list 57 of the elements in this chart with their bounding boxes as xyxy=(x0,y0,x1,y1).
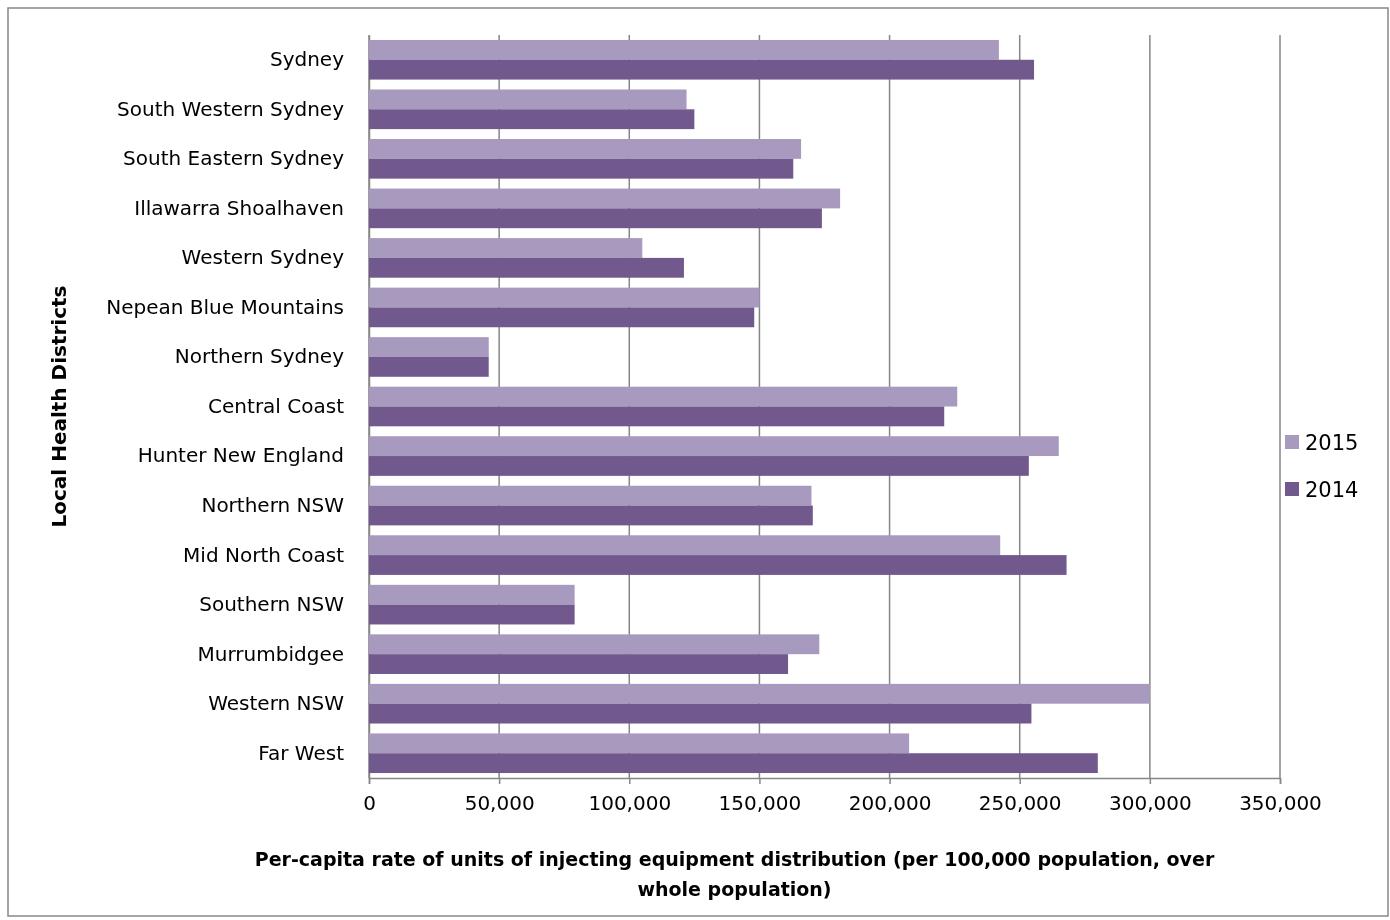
x-tick-label: 50,000 xyxy=(464,791,535,816)
y-tick-label: Far West xyxy=(258,740,345,765)
y-tick-label: Northern NSW xyxy=(201,492,345,517)
y-tick-label: Illawarra Shoalhaven xyxy=(134,195,344,220)
bar xyxy=(369,634,820,655)
bar xyxy=(369,733,910,754)
x-tick-label: 150,000 xyxy=(718,791,802,816)
bar xyxy=(369,535,1001,556)
x-tick-label: 0 xyxy=(363,791,376,816)
bar xyxy=(369,238,643,258)
y-tick-label: South Western Sydney xyxy=(117,96,345,121)
x-tick-label: 350,000 xyxy=(1239,791,1322,816)
bar xyxy=(369,436,1059,457)
y-tick-label: Southern NSW xyxy=(199,592,345,617)
bar xyxy=(369,208,822,229)
y-tick-label: Mid North Coast xyxy=(183,542,345,567)
bar xyxy=(369,555,1067,575)
legend-label: 2014 xyxy=(1305,478,1359,502)
bar xyxy=(369,356,489,377)
bar xyxy=(369,139,802,159)
bar xyxy=(369,307,755,328)
bar xyxy=(369,485,812,506)
bar xyxy=(369,89,687,110)
y-axis-title: Local Health Districts xyxy=(47,285,71,528)
bar xyxy=(369,109,695,130)
bar xyxy=(369,753,1098,774)
y-tick-label: Northern Sydney xyxy=(174,344,345,369)
bar xyxy=(369,505,813,526)
x-axis-title: Per-capita rate of units of injecting equipment distribution (per 100,000 population, over whole population) xyxy=(254,848,1215,900)
y-tick-label: Western NSW xyxy=(208,691,345,716)
bar xyxy=(369,188,841,209)
bar xyxy=(369,59,1035,80)
bar xyxy=(369,158,794,179)
bar xyxy=(369,287,760,308)
bar xyxy=(369,604,575,625)
y-tick-label: Murrumbidgee xyxy=(197,641,344,666)
x-tick-label: 200,000 xyxy=(848,791,932,816)
bar xyxy=(369,386,958,407)
y-tick-label: Sydney xyxy=(269,47,345,72)
bar xyxy=(369,337,489,357)
x-tick-label: 100,000 xyxy=(588,791,672,816)
legend-label: 2015 xyxy=(1305,431,1359,455)
y-tick-label: Western Sydney xyxy=(181,245,345,270)
bar xyxy=(369,257,684,278)
bar xyxy=(369,683,1150,704)
bar xyxy=(369,584,575,605)
bar xyxy=(369,406,945,427)
x-tick-label: 300,000 xyxy=(1109,791,1192,816)
y-tick-label: Hunter New England xyxy=(137,443,344,468)
y-tick-label: Central Coast xyxy=(208,393,345,418)
bar xyxy=(369,456,1029,476)
bar xyxy=(369,654,789,674)
bar xyxy=(369,39,999,60)
y-tick-label: South Eastern Sydney xyxy=(123,146,345,171)
y-tick-label: Nepean Blue Mountains xyxy=(106,294,344,319)
x-tick-label: 250,000 xyxy=(978,791,1062,816)
bar xyxy=(369,703,1032,724)
